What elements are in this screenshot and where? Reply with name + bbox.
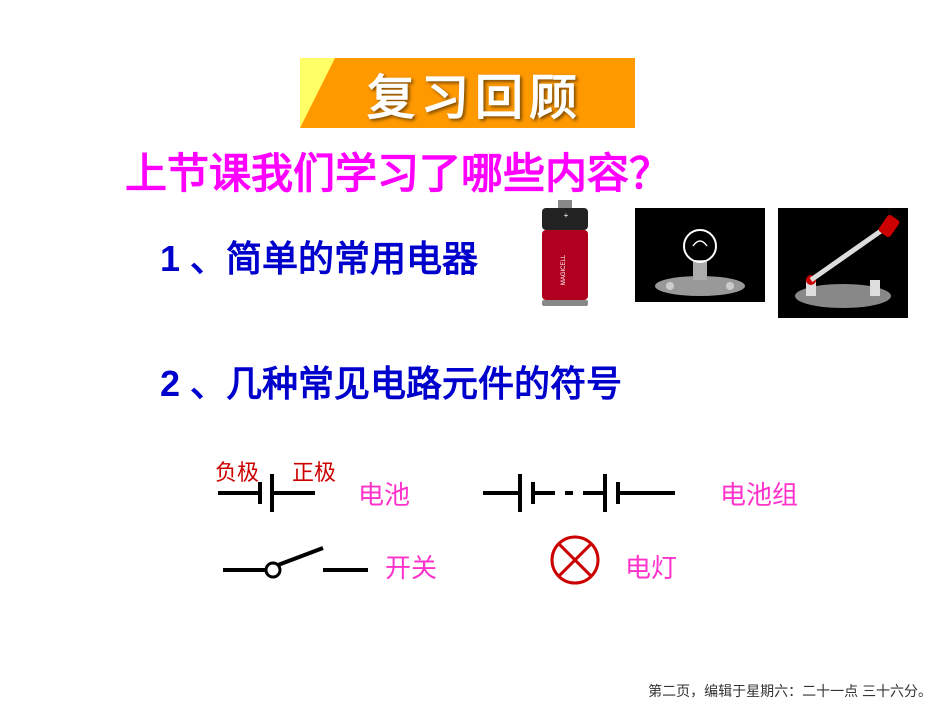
svg-text:+: + (564, 211, 569, 220)
battery-label: 电池 (358, 475, 410, 512)
battery-group-label: 电池组 (720, 475, 798, 512)
switch-photo-icon (778, 208, 908, 318)
battery-photo-icon: MAGICELL + (530, 200, 600, 308)
item-2: 2 、几种常见电路元件的符号 (160, 355, 622, 407)
switch-label: 开关 (385, 548, 437, 585)
pos-pole-label: 正极 (292, 455, 336, 487)
footer-text: 第二页，编辑于星期六：二十一点 三十六分。 (648, 681, 932, 701)
battery-group-symbol-icon (475, 468, 715, 518)
title-text: 复习回顾 (367, 58, 583, 128)
lamp-symbol-icon (545, 530, 605, 590)
item-1: 1 、简单的常用电器 (160, 230, 478, 282)
question-text: 上节课我们学习了哪些内容？ (125, 140, 671, 201)
bulb-photo-icon (635, 208, 765, 302)
svg-text:MAGICELL: MAGICELL (561, 254, 567, 285)
neg-pole-label: 负极 (215, 455, 259, 487)
switch-symbol-icon (218, 540, 378, 590)
lamp-label: 电灯 (625, 548, 677, 585)
title-banner: 复习回顾 (300, 58, 635, 128)
